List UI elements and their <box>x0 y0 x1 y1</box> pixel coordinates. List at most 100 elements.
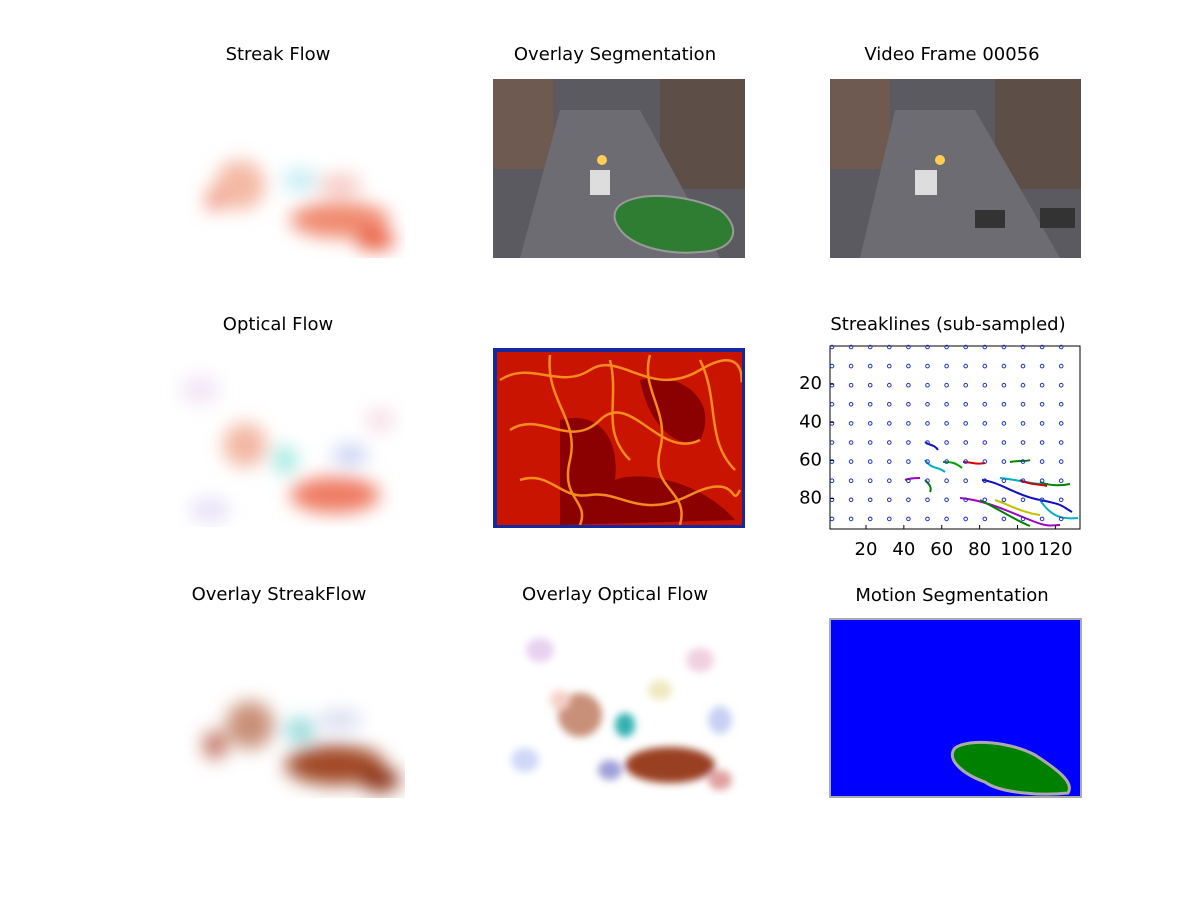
seed-point <box>848 402 854 407</box>
seed-point <box>887 478 892 484</box>
streak-flow-image <box>160 80 405 258</box>
seed-point <box>1058 344 1064 350</box>
seed-point <box>944 478 949 484</box>
seed-point <box>829 421 835 426</box>
y-tick-label: 40 <box>799 411 822 432</box>
seed-point <box>829 516 835 522</box>
seed-point <box>1001 497 1007 503</box>
seed-point <box>925 459 930 464</box>
seed-point <box>982 382 988 388</box>
y-tick-label: 20 <box>799 373 822 394</box>
seed-point <box>829 402 835 407</box>
seed-point <box>1058 363 1064 369</box>
panel-title: Overlay Optical Flow <box>522 584 708 605</box>
seed-point <box>867 344 873 350</box>
x-tick-label: 100 <box>1000 539 1034 560</box>
seed-point <box>1001 459 1007 464</box>
seed-point <box>1058 497 1064 503</box>
seed-point <box>963 363 969 369</box>
panel-title: Overlay Segmentation <box>514 44 716 65</box>
seed-point <box>887 421 892 426</box>
seed-point <box>848 382 854 388</box>
streaklines-plot: 20 40 60 80 100 120 20 40 60 80 <box>799 344 1081 560</box>
x-tick-label: 120 <box>1038 539 1072 560</box>
seed-point <box>867 402 873 407</box>
seed-point <box>887 344 892 350</box>
seed-point <box>1001 440 1007 445</box>
seed-point <box>848 440 854 445</box>
seed-point <box>982 344 988 350</box>
seed-point <box>1039 344 1045 350</box>
optical-flow-image <box>160 352 405 527</box>
seed-point <box>867 421 873 426</box>
seed-point <box>1039 478 1045 484</box>
seed-point <box>848 363 854 369</box>
seed-point <box>944 516 949 522</box>
seed-point <box>982 421 988 426</box>
seed-point <box>944 382 949 388</box>
seed-point <box>887 459 892 464</box>
seed-point <box>887 382 892 388</box>
seed-point <box>982 516 988 522</box>
seed-point <box>1039 402 1045 407</box>
seed-point <box>906 363 911 369</box>
x-tick-label: 40 <box>892 539 915 560</box>
seed-point <box>1039 497 1045 503</box>
seed-point <box>963 516 969 522</box>
seed-point <box>1058 421 1064 426</box>
seed-point <box>982 402 988 407</box>
seed-point <box>829 440 835 445</box>
seed-point <box>925 402 930 407</box>
seed-point <box>963 344 969 350</box>
seed-point <box>906 516 911 522</box>
seed-point <box>944 421 949 426</box>
overlay-segmentation-image <box>493 79 745 258</box>
seed-point <box>1020 363 1026 369</box>
seed-point <box>867 516 873 522</box>
seed-point <box>867 497 873 503</box>
seed-point <box>925 382 930 388</box>
seed-point <box>906 459 911 464</box>
seed-point <box>848 497 854 503</box>
seed-point <box>1020 421 1026 426</box>
seed-point <box>848 478 854 484</box>
seed-point <box>1020 402 1026 407</box>
seed-point <box>867 459 873 464</box>
seed-point <box>1001 382 1007 388</box>
seed-point <box>887 402 892 407</box>
seed-point <box>1058 382 1064 388</box>
panel-title: Motion Segmentation <box>855 585 1048 606</box>
seed-point <box>906 478 911 484</box>
seed-point <box>982 497 988 503</box>
seed-point <box>1058 440 1064 445</box>
seed-point <box>944 497 949 503</box>
seed-point <box>1039 421 1045 426</box>
panel-title: Streaklines (sub-sampled) <box>830 314 1065 335</box>
seed-point <box>906 497 911 503</box>
seed-point <box>963 421 969 426</box>
seed-point <box>1058 478 1064 484</box>
seed-point <box>1001 344 1007 350</box>
overlay-streakflow-image <box>170 622 405 798</box>
x-tick-label: 60 <box>930 539 953 560</box>
seed-point <box>887 497 892 503</box>
seed-point <box>982 440 988 445</box>
seed-point <box>963 440 969 445</box>
seed-point <box>1020 344 1026 350</box>
seed-point <box>848 516 854 522</box>
seed-point <box>925 516 930 522</box>
x-tick-label: 20 <box>855 539 878 560</box>
seed-point <box>1039 459 1045 464</box>
seed-point <box>906 402 911 407</box>
seed-point <box>925 497 930 503</box>
seed-point <box>848 344 854 350</box>
seed-point <box>1058 459 1064 464</box>
seed-point <box>925 344 930 350</box>
seed-point <box>1001 516 1007 522</box>
seed-point <box>925 478 930 484</box>
seed-point <box>1020 478 1026 484</box>
seed-point <box>944 363 949 369</box>
seed-point <box>867 363 873 369</box>
seed-point <box>1039 516 1045 522</box>
